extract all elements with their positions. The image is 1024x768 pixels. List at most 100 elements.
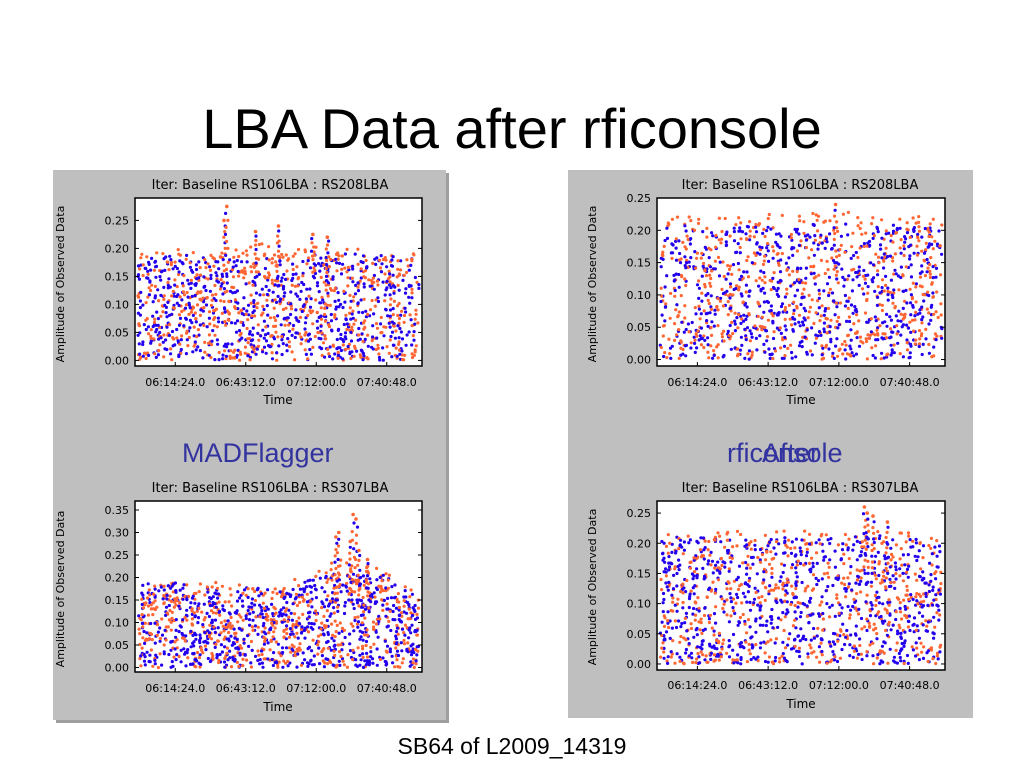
point-unflagged	[697, 296, 701, 300]
point-unflagged	[732, 239, 737, 243]
point-flagged	[416, 649, 420, 653]
point-flagged	[368, 308, 373, 312]
point-flagged	[137, 324, 142, 328]
point-flagged	[321, 341, 326, 345]
point-flagged	[270, 351, 274, 355]
point-unflagged	[668, 346, 673, 350]
point-flagged	[314, 298, 318, 302]
point-flagged	[701, 261, 706, 266]
point-unflagged	[796, 634, 800, 638]
point-unflagged	[817, 645, 821, 649]
chart-rficonsole-rs307: Iter: Baseline RS106LBA : RS307LBATimeAm…	[586, 481, 946, 711]
point-unflagged	[728, 323, 732, 328]
point-flagged	[747, 648, 751, 652]
point-flagged	[847, 537, 851, 541]
point-unflagged	[353, 252, 357, 256]
point-flagged	[152, 268, 156, 272]
point-flagged	[858, 226, 862, 231]
point-unflagged	[238, 596, 242, 600]
point-unflagged	[382, 598, 386, 602]
point-flagged	[812, 321, 816, 326]
point-spike	[364, 578, 368, 582]
point-unflagged	[804, 276, 808, 280]
point-unflagged	[294, 316, 298, 320]
point-spike	[253, 252, 257, 256]
point-flagged	[138, 357, 142, 361]
point-unflagged	[304, 585, 308, 589]
point-unflagged	[415, 653, 419, 657]
point-unflagged	[284, 637, 288, 641]
point-unflagged	[385, 265, 389, 269]
point-flagged	[336, 350, 340, 354]
point-unflagged	[383, 639, 387, 643]
point-flagged	[248, 358, 252, 362]
point-unflagged	[849, 565, 853, 569]
point-flagged	[804, 281, 808, 285]
point-unflagged	[314, 588, 318, 592]
point-unflagged	[692, 335, 696, 339]
point-unflagged	[388, 325, 392, 329]
point-flagged	[348, 306, 352, 310]
point-unflagged	[771, 336, 776, 341]
point-flagged	[811, 211, 815, 216]
point-flagged	[907, 597, 911, 601]
point-flagged	[781, 338, 785, 342]
point-flagged	[927, 234, 931, 239]
point-flagged	[378, 258, 382, 262]
point-unflagged	[671, 587, 676, 591]
point-flagged	[703, 268, 707, 272]
point-unflagged	[234, 330, 239, 334]
point-flagged	[138, 267, 142, 271]
point-unflagged	[256, 331, 260, 335]
point-unflagged	[769, 304, 773, 308]
point-unflagged	[799, 549, 803, 553]
point-unflagged	[908, 538, 912, 542]
point-unflagged	[195, 277, 199, 281]
point-flagged	[694, 613, 698, 617]
point-unflagged	[817, 538, 821, 542]
point-unflagged	[827, 347, 831, 351]
point-spike	[224, 225, 228, 229]
point-unflagged	[683, 621, 687, 625]
point-flagged	[934, 661, 938, 666]
point-flagged	[819, 258, 823, 262]
point-unflagged	[831, 650, 835, 654]
point-unflagged	[162, 650, 166, 654]
point-unflagged	[728, 644, 732, 648]
y-tick-label: 0.15	[105, 594, 130, 607]
point-flagged	[754, 222, 758, 227]
point-unflagged	[798, 281, 802, 285]
point-unflagged	[894, 617, 898, 622]
scatter-points	[136, 204, 421, 362]
point-flagged	[667, 222, 671, 226]
point-flagged	[706, 548, 710, 552]
point-unflagged	[718, 570, 722, 574]
point-flagged	[221, 624, 225, 628]
point-flagged	[336, 605, 340, 609]
point-unflagged	[153, 296, 157, 300]
point-flagged	[287, 340, 291, 344]
point-flagged	[695, 334, 699, 338]
point-spike	[222, 218, 226, 223]
point-unflagged	[682, 586, 686, 590]
point-flagged	[171, 337, 176, 341]
point-flagged	[162, 355, 166, 359]
point-flagged	[364, 643, 368, 648]
point-flagged	[214, 580, 218, 585]
point-flagged	[237, 664, 241, 668]
point-unflagged	[873, 289, 877, 293]
point-flagged	[938, 244, 942, 248]
point-flagged	[257, 338, 261, 342]
point-flagged	[230, 604, 234, 608]
point-unflagged	[409, 653, 414, 657]
point-flagged	[814, 551, 819, 555]
point-flagged	[878, 324, 882, 328]
chart-madflagger-rs307: Iter: Baseline RS106LBA : RS307LBATimeAm…	[54, 481, 423, 714]
point-unflagged	[839, 234, 843, 238]
point-flagged	[228, 625, 232, 629]
point-unflagged	[828, 541, 832, 546]
point-unflagged	[748, 329, 752, 333]
point-unflagged	[371, 324, 375, 328]
point-flagged	[698, 548, 702, 552]
point-flagged	[158, 343, 162, 347]
